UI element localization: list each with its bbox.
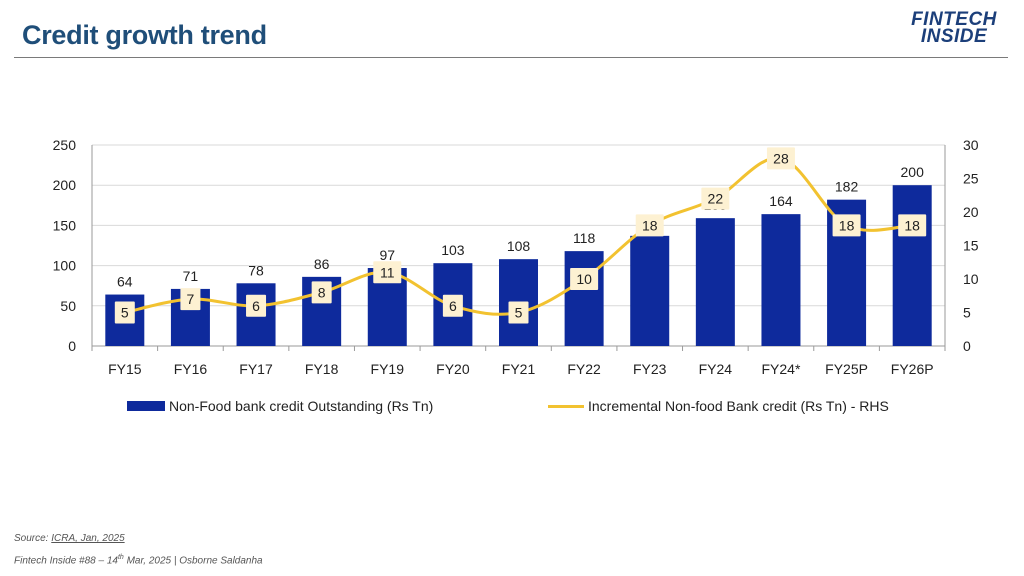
line-value-label: 6 <box>449 298 457 314</box>
x-tick-label: FY22 <box>567 361 601 377</box>
line-value-box <box>114 301 135 324</box>
bar <box>761 214 801 346</box>
bar <box>564 251 604 346</box>
page-title: Credit growth trend <box>22 20 267 50</box>
legend-bar-label: Non-Food bank credit Outstanding (Rs Tn) <box>169 398 434 414</box>
line-value-label: 22 <box>708 191 724 207</box>
bar-value-label: 64 <box>117 274 133 290</box>
footer-sup: th <box>117 554 124 561</box>
x-tick-label: FY24 <box>699 361 733 377</box>
x-tick-label: FY24* <box>762 361 801 377</box>
source-link[interactable]: ICRA, Jan, 2025 <box>51 533 125 544</box>
source-note: Source: ICRA, Jan, 2025 <box>14 533 125 544</box>
line-value-box <box>766 147 795 170</box>
logo-line-2: INSIDE <box>920 26 988 47</box>
y2-tick-label: 0 <box>963 338 971 354</box>
x-tick-label: FY19 <box>371 361 405 377</box>
line-value-box <box>311 281 332 304</box>
footer-note: Fintech Inside #88 – 14th Mar, 2025 | Os… <box>14 554 263 566</box>
line-value-label: 5 <box>121 305 129 321</box>
y-tick-label: 150 <box>53 217 77 233</box>
y2-tick-label: 30 <box>963 137 979 153</box>
bar-value-label: 200 <box>901 164 925 180</box>
bar-value-label: 103 <box>441 242 465 258</box>
line-value-label: 28 <box>773 150 789 166</box>
bar <box>892 185 932 346</box>
legend-bar-swatch <box>127 401 165 411</box>
x-tick-label: FY26P <box>891 361 934 377</box>
legend-item-bars: Non-Food bank credit Outstanding (Rs Tn) <box>127 398 433 414</box>
legend-line-label: Incremental Non-food Bank credit (Rs Tn)… <box>588 398 889 414</box>
line-value-label: 11 <box>380 264 395 280</box>
y-tick-label: 100 <box>53 258 77 274</box>
y2-tick-label: 5 <box>963 305 971 321</box>
y2-tick-label: 15 <box>963 238 979 254</box>
y-tick-label: 250 <box>53 137 77 153</box>
line-value-box <box>701 187 730 210</box>
fintech-inside-logo: FINTECH INSIDE <box>906 9 1002 47</box>
x-tick-label: FY21 <box>502 361 536 377</box>
bar-value-label: 78 <box>248 262 264 278</box>
bar-value-label: 182 <box>835 179 859 195</box>
line-value-box <box>508 301 529 324</box>
x-tick-label: FY17 <box>239 361 273 377</box>
bar-value-label: 71 <box>183 268 199 284</box>
footer-text-a: Fintech Inside #88 – 14 <box>14 555 118 567</box>
y2-tick-label: 10 <box>963 271 979 287</box>
line-value-label: 8 <box>318 284 326 300</box>
bar-value-label: 108 <box>507 238 531 254</box>
line-value-box <box>180 288 201 311</box>
line-value-label: 18 <box>839 217 855 233</box>
y2-tick-label: 25 <box>963 171 979 187</box>
logo-line-1: FINTECH <box>911 9 997 30</box>
line-value-label: 18 <box>642 217 658 233</box>
y-tick-label: 0 <box>68 338 76 354</box>
legend-line-swatch <box>548 404 584 408</box>
x-tick-label: FY15 <box>108 361 142 377</box>
x-tick-label: FY23 <box>633 361 667 377</box>
x-tick-label: FY18 <box>305 361 339 377</box>
line-value-label: 10 <box>576 271 592 287</box>
line-value-label: 6 <box>252 298 260 314</box>
bar <box>630 235 670 346</box>
line-value-label: 18 <box>904 217 920 233</box>
y2-tick-label: 20 <box>963 204 979 220</box>
footer-text-b: Mar, 2025 | Osborne Saldanha <box>123 555 263 567</box>
bar-value-label: 164 <box>769 193 793 209</box>
line-value-box <box>898 214 927 237</box>
credit-growth-chart: 0 50 100 150 200 250 0 5 10 15 20 25 30 64 FY15 71 FY16 7… <box>53 137 979 377</box>
bar-value-label: 97 <box>379 247 395 263</box>
legend-item-line: Incremental Non-food Bank credit (Rs Tn)… <box>548 398 889 414</box>
source-label: Source: <box>14 533 52 544</box>
line-value-label: 5 <box>515 305 523 321</box>
line-value-box <box>442 294 463 317</box>
x-tick-label: FY25P <box>825 361 868 377</box>
bar-value-label: 86 <box>314 256 330 272</box>
line-value-label: 7 <box>187 291 195 307</box>
y-tick-label: 200 <box>53 177 77 193</box>
line-value-box <box>635 214 664 237</box>
x-tick-label: FY16 <box>174 361 208 377</box>
x-tick-label: FY20 <box>436 361 470 377</box>
line-value-box <box>246 294 267 317</box>
bar-value-label: 118 <box>573 230 596 246</box>
y-tick-label: 50 <box>60 298 76 314</box>
title-divider <box>14 57 1008 58</box>
line-value-box <box>570 268 599 290</box>
line-value-box <box>832 214 861 237</box>
line-value-box <box>373 261 402 284</box>
bar <box>695 218 735 346</box>
